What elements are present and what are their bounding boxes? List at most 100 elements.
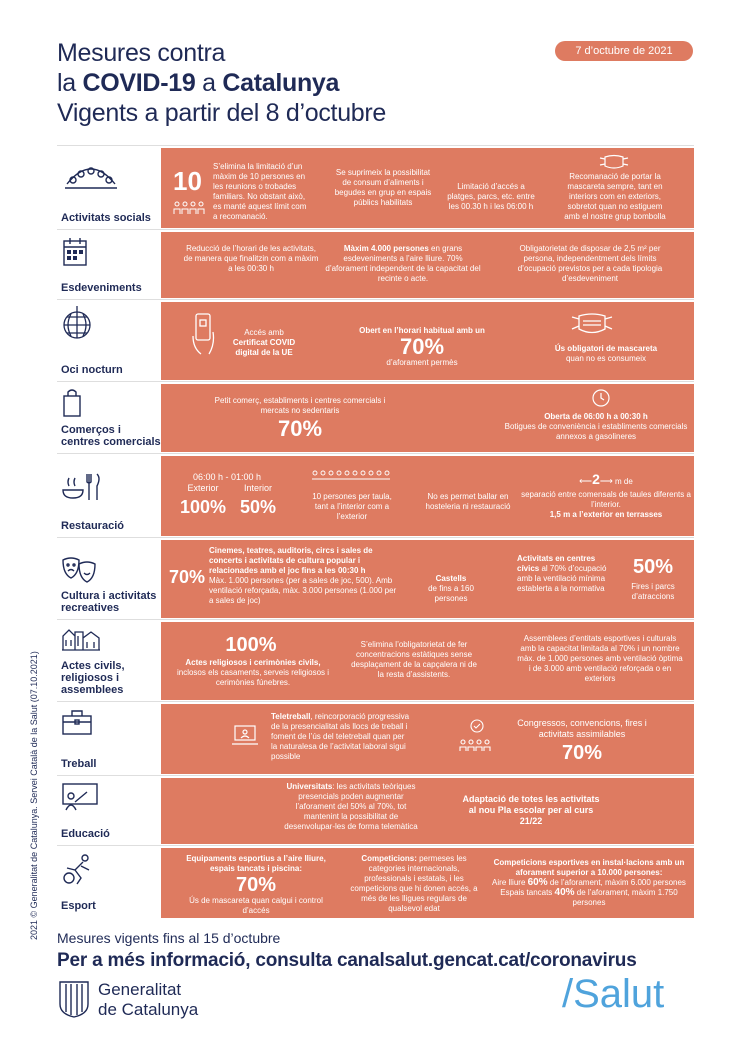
category-label: Treball — [61, 758, 97, 770]
footer-more-info: Per a més informació, consulta canalsalu… — [57, 950, 637, 971]
socials-text-2: Se suprimeix la possibilitat de consum d… — [334, 168, 432, 207]
title-line-1: Mesures contra — [57, 39, 226, 67]
generalitat-logo-icon — [59, 981, 89, 1018]
educacio-text-1: Universitats: les activitats teòriques p… — [284, 782, 418, 831]
panel-oci-nocturn: Accés amb Certificat COVID digital de la … — [161, 302, 694, 380]
educacio-text-2: Adaptació de totes les activitats al nou… — [462, 794, 600, 826]
table-people-icon — [312, 470, 390, 480]
category-label: Educació — [61, 828, 110, 840]
oci-text-2: Obert en l’horari habitual amb un 70% d’… — [359, 326, 485, 367]
panel-restauracio: 06:00 h - 01:00 h Exterior Interior 100%… — [161, 456, 694, 536]
socials-text-4: Recomanació de portar la mascareta sempr… — [564, 172, 666, 221]
cultura-big-1: 70% — [168, 567, 206, 587]
oci-text-1: Accés amb Certificat COVID digital de la … — [232, 328, 296, 357]
cultura-text-3: Activitats en centres cívics al 70% d’oc… — [517, 554, 607, 593]
teacher-board-icon — [62, 783, 98, 811]
title-line-3: Vigents a partir del 8 d’octubre — [57, 99, 387, 127]
treball-text-1: Teletreball, reincorporació progressiva … — [271, 712, 410, 761]
esdeveniments-text-3: Obligatorietat de disposar de 2,5 m² per… — [517, 244, 663, 283]
category-comercos: Comerços i centres comercials — [57, 382, 161, 454]
check-people-icon — [459, 719, 491, 751]
title-line-2: la COVID-19 a Catalunya — [57, 69, 340, 97]
side-credit: 2021 © Generalitat de Catalunya. Servei … — [29, 651, 39, 940]
date-badge: 7 d’octubre de 2021 — [555, 41, 693, 61]
group-people-icon — [65, 167, 117, 189]
category-label: Activitats socials — [61, 212, 151, 224]
cultura-text-1: Cinemes, teatres, auditoris, circs i sal… — [209, 546, 397, 605]
category-label: Cultura i activitats recreatives — [61, 590, 157, 614]
generalitat-logo-text: Generalitat de Catalunya — [98, 980, 199, 1019]
row-activitats-socials: Activitats socials 10 S’elimina la limit… — [57, 145, 694, 230]
esport-text-1: Equipaments esportius a l’aire lliure, e… — [186, 854, 326, 915]
mask-icon — [599, 154, 629, 169]
category-actes: Actes civils, religiosos i assemblees — [57, 620, 159, 702]
comercos-text-2: Oberta de 06:00 h a 00:30 h Botigues de c… — [504, 412, 688, 441]
cutlery-icon — [62, 473, 100, 500]
actes-big: 100% — [225, 634, 277, 656]
category-label: Esport — [61, 900, 96, 912]
buildings-icon — [62, 629, 100, 651]
actes-text-3: Assemblees d’entitats esportives i cultu… — [517, 634, 683, 683]
oci-text-3: Ús obligatori de mascareta quan no es con… — [554, 344, 658, 363]
restauracio-interior-label: Interior — [243, 483, 272, 493]
category-label: Esdeveniments — [61, 282, 142, 294]
restauracio-text-3: No es permet ballar en hosteleria ni res… — [425, 492, 511, 511]
panel-activitats-socials: 10 S’elimina la limitació d’un màxim de … — [161, 148, 694, 228]
restauracio-text-4: ⟵2⟶ m de separació entre comensals de ta… — [521, 471, 691, 519]
row-oci-nocturn: Oci nocturn Accés amb Certificat COVID di… — [57, 299, 694, 382]
category-label: Restauració — [61, 520, 124, 532]
phone-hand-icon — [192, 313, 215, 355]
row-restauracio: Restauració 06:00 h - 01:00 h Exterior I… — [57, 453, 694, 538]
row-cultura: Cultura i activitats recreatives 70% Cin… — [57, 537, 694, 620]
panel-comercos: Petit comerç, establiments i centres com… — [161, 384, 694, 452]
number-10: 10 — [173, 166, 202, 196]
row-esport: Esport Equipaments esportius a l’aire ll… — [57, 845, 694, 918]
panel-educacio: Universitats: les activitats teòriques p… — [161, 778, 694, 844]
theatre-masks-icon — [62, 557, 96, 583]
restauracio-exterior-label: Exterior — [187, 483, 219, 493]
socials-text-3: Limitació d’accés a platges, parcs, etc.… — [447, 182, 535, 211]
panel-esport: Equipaments esportius a l’aire lliure, e… — [161, 848, 694, 918]
row-actes: Actes civils, religiosos i assemblees 10… — [57, 619, 694, 702]
treball-text-2: Congressos, convencions, fires i activit… — [517, 718, 647, 764]
clock-icon — [592, 389, 610, 407]
laptop-icon — [232, 725, 258, 745]
measures-grid: Activitats socials 10 S’elimina la limit… — [57, 145, 694, 920]
category-label: Oci nocturn — [61, 364, 123, 376]
athlete-icon — [63, 854, 90, 885]
cultura-big-2: 50% — [632, 556, 674, 578]
mask-icon — [571, 313, 613, 334]
category-esport: Esport — [57, 846, 159, 918]
panel-actes: 100% Actes religiosos i cerimònies civil… — [161, 622, 694, 700]
page-title: Mesures contra la COVID-19 a Catalunya V… — [57, 38, 386, 128]
socials-text-1: S’elimina la limitació d’un màxim de 10 … — [213, 162, 307, 221]
category-activitats-socials: Activitats socials — [57, 146, 159, 230]
category-label: Actes civils, religiosos i assemblees — [61, 660, 125, 696]
restauracio-interior-value: 50% — [239, 497, 277, 517]
category-esdeveniments: Esdeveniments — [57, 230, 159, 300]
people-row-icon — [173, 201, 205, 214]
shopping-bag-icon — [63, 389, 81, 417]
category-educacio: Educació — [57, 776, 159, 846]
actes-text-1: Actes religiosos i cerimònies civils, inc… — [176, 658, 330, 687]
row-treball: Treball Teletreball, reincorporació prog… — [57, 701, 694, 776]
category-cultura: Cultura i activitats recreatives — [57, 538, 159, 620]
actes-text-2: S’elimina l’obligatorietat de fer concen… — [351, 640, 477, 679]
cultura-text-2: Castells de fins a 160 persones — [428, 574, 474, 603]
row-comercos: Comerços i centres comercials Petit come… — [57, 381, 694, 454]
panel-esdeveniments: Reducció de l’horari de les activitats, … — [161, 232, 694, 298]
row-educacio: Educació Universitats: les activitats te… — [57, 775, 694, 846]
esport-text-2: Competicions: permeses les categories in… — [350, 854, 478, 913]
briefcase-icon — [62, 710, 92, 735]
restauracio-text-2: 10 persones per taula, tant a l’interior… — [312, 492, 392, 521]
category-restauracio: Restauració — [57, 454, 159, 538]
comercos-text-1: Petit comerç, establiments i centres com… — [214, 396, 386, 441]
panel-cultura: 70% Cinemes, teatres, auditoris, circs i… — [161, 540, 694, 618]
disco-ball-icon — [63, 306, 91, 339]
footer-validity: Mesures vigents fins al 15 d’octubre — [57, 930, 281, 946]
esdeveniments-text-1: Reducció de l’horari de les activitats, … — [183, 244, 319, 273]
salut-logo: /Salut — [562, 972, 665, 1016]
esport-text-3: Competicions esportives en instal·lacion… — [492, 858, 686, 907]
category-oci-nocturn: Oci nocturn — [57, 300, 159, 382]
restauracio-hours: 06:00 h - 01:00 h — [192, 472, 262, 482]
